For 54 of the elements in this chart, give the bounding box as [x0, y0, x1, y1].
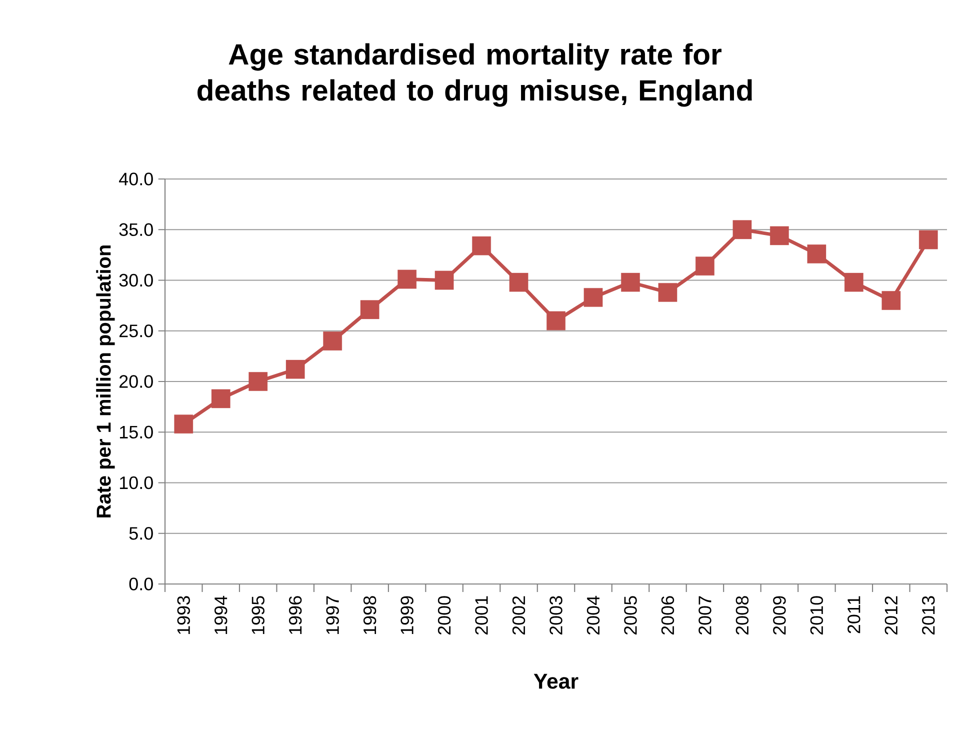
point	[211, 389, 230, 408]
x-tick-label: 2000	[438, 596, 451, 635]
y-axis-title: Rate per 1 million population	[96, 245, 115, 518]
y-tick-label: 15.0	[120, 426, 153, 438]
point	[696, 256, 714, 276]
y-tick-label: 35.0	[119, 223, 153, 236]
x-tick-label: 2004	[586, 596, 600, 635]
x-tick-label: 1998	[363, 596, 376, 634]
x-tick-label: 2007	[698, 596, 712, 635]
y-tick-label: 20.0	[119, 375, 153, 388]
x-tick-label: 2008	[736, 596, 749, 635]
point	[770, 226, 789, 246]
chart-title: Age standardised mortality rate for deaths related to drug misuse, England	[198, 43, 752, 107]
point	[398, 270, 416, 289]
point	[248, 372, 268, 391]
x-tick-label: 1995	[252, 596, 264, 634]
x-tick-label: 2010	[810, 596, 824, 635]
point	[546, 311, 566, 330]
point	[621, 272, 640, 292]
y-tick-label: 25.0	[119, 324, 153, 338]
point	[732, 220, 752, 240]
point	[584, 288, 603, 307]
y-tick-label: 5.0	[129, 527, 153, 540]
x-tick-label: 2011	[848, 596, 860, 634]
x-tick-label: 1999	[400, 596, 414, 634]
point	[918, 230, 938, 250]
x-tick-label: 2012	[884, 596, 898, 635]
point	[323, 332, 342, 350]
y-tick-label: 40.0	[119, 172, 153, 186]
x-tick-label: 2001	[475, 596, 488, 635]
point	[434, 270, 454, 290]
y-tick-label: 0.0	[129, 578, 153, 590]
x-tick-label: 2009	[773, 596, 786, 635]
x-tick-label: 1993	[177, 596, 190, 634]
x-tick-label: 1997	[326, 596, 339, 634]
y-tick-label: 10.0	[120, 476, 153, 490]
x-tick-label: 2013	[922, 596, 935, 635]
point	[658, 282, 678, 302]
x-tick-label: 2002	[512, 596, 526, 635]
point	[807, 244, 826, 264]
y-tick-label: 30.0	[119, 274, 153, 287]
x-tick-label: 2005	[624, 596, 637, 635]
point	[174, 414, 194, 434]
point	[286, 360, 305, 379]
point	[844, 272, 864, 292]
point	[472, 236, 491, 256]
point	[360, 300, 380, 320]
x-tick-label: 1994	[214, 596, 228, 634]
x-tick-label: 1996	[288, 596, 302, 634]
point	[509, 272, 528, 292]
x-axis-title: Year	[534, 674, 578, 689]
x-tick-label: 2003	[550, 596, 562, 635]
point	[882, 291, 901, 310]
x-tick-label: 2006	[661, 596, 674, 635]
